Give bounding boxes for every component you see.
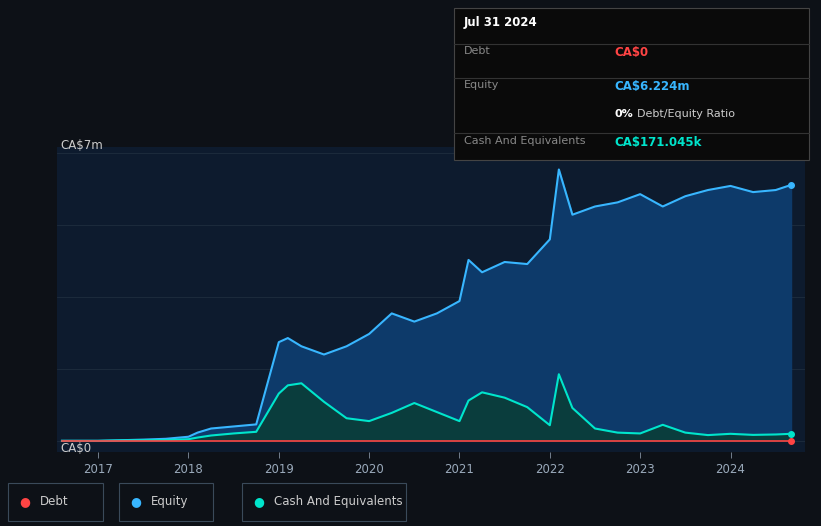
Text: CA$0: CA$0 [614,46,649,59]
Text: CA$171.045k: CA$171.045k [614,136,701,149]
Text: Debt/Equity Ratio: Debt/Equity Ratio [637,109,735,119]
Text: ●: ● [131,495,141,508]
Text: ●: ● [254,495,264,508]
Text: Cash And Equivalents: Cash And Equivalents [464,136,585,146]
Text: CA$0: CA$0 [60,442,91,456]
Text: Jul 31 2024: Jul 31 2024 [464,16,538,29]
Text: Equity: Equity [464,80,499,90]
Text: CA$6.224m: CA$6.224m [614,80,690,94]
Text: Cash And Equivalents: Cash And Equivalents [274,495,403,508]
Text: Debt: Debt [464,46,491,56]
Text: Equity: Equity [151,495,189,508]
Text: CA$7m: CA$7m [60,138,103,151]
Text: 0%: 0% [614,109,633,119]
Text: ●: ● [20,495,30,508]
Text: Debt: Debt [40,495,69,508]
